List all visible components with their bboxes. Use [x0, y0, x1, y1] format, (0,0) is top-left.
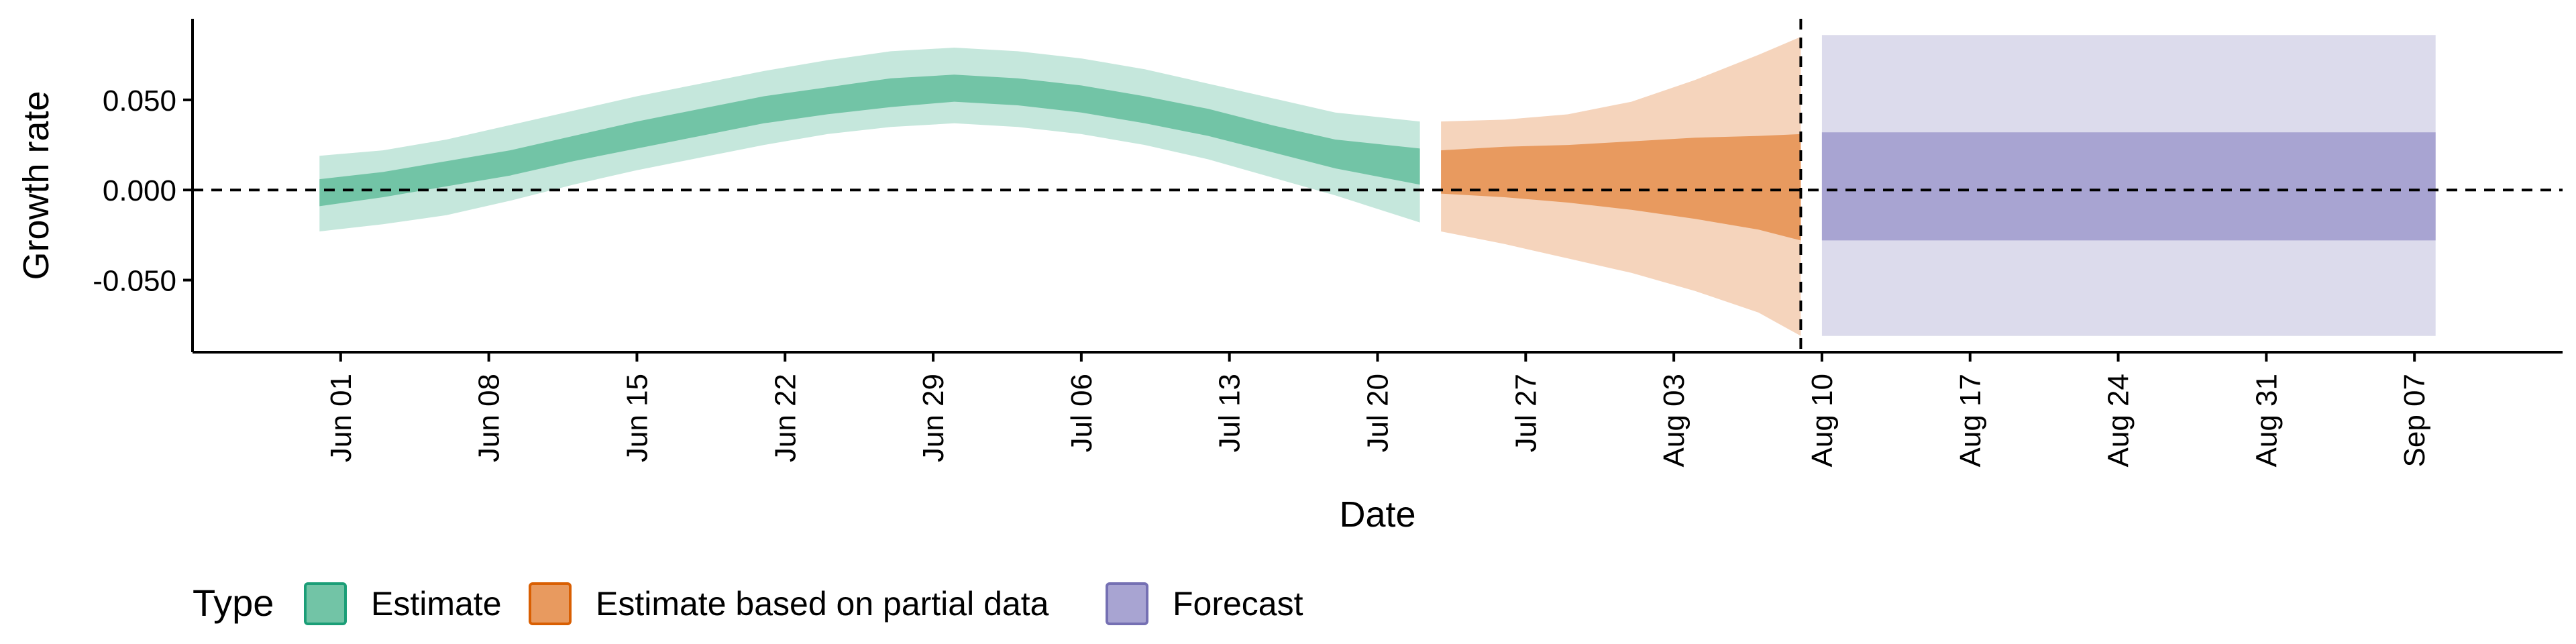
legend-entry-label: Estimate — [371, 585, 502, 623]
x-axis-title: Date — [1339, 494, 1415, 535]
legend-entry-label: Forecast — [1173, 585, 1303, 623]
x-tick-label: Aug 31 — [2250, 374, 2283, 467]
y-tick-label: 0.000 — [103, 174, 176, 207]
ribbon-bands — [319, 35, 2436, 336]
x-tick-label: Jul 20 — [1362, 374, 1395, 452]
x-tick-label: Jun 15 — [621, 374, 653, 462]
x-tick-label: Sep 07 — [2398, 374, 2431, 467]
reference-lines — [193, 19, 2563, 352]
legend-swatch — [304, 582, 347, 625]
x-tick-label: Jul 06 — [1065, 374, 1098, 452]
y-tick-label: 0.050 — [103, 85, 176, 117]
legend-swatch — [529, 582, 572, 625]
axes: -0.050 0.000 0.050 Jun 01 Jun 08 Jun 15 Jun 22… — [16, 19, 2563, 535]
x-tick-label: Jul 13 — [1214, 374, 1246, 452]
inner-band-estimate — [319, 74, 1420, 207]
inner-band-estimate-based-on-partial-data — [1441, 133, 1801, 241]
x-tick-label: Aug 24 — [2102, 374, 2135, 467]
legend: Type Estimate Estimate based on partial da… — [193, 582, 1303, 625]
x-tick-label: Jun 29 — [917, 374, 950, 462]
y-axis-title: Growth rate — [16, 91, 56, 280]
legend-swatch — [1106, 582, 1148, 625]
x-tick-label: Aug 17 — [1954, 374, 1987, 467]
legend-entry-label: Estimate based on partial data — [596, 585, 1049, 623]
inner-band-forecast — [1821, 132, 2436, 241]
x-tick-label: Aug 03 — [1658, 374, 1690, 467]
x-tick-label: Jun 01 — [325, 374, 358, 462]
x-tick-label: Jun 08 — [473, 374, 506, 462]
outer-band-estimate — [319, 48, 1420, 231]
legend-title: Type — [193, 582, 274, 624]
y-tick-label: -0.050 — [93, 265, 176, 298]
x-tick-label: Aug 10 — [1806, 374, 1839, 467]
x-tick-label: Jul 27 — [1509, 374, 1542, 452]
x-tick-label: Jun 22 — [769, 374, 802, 462]
